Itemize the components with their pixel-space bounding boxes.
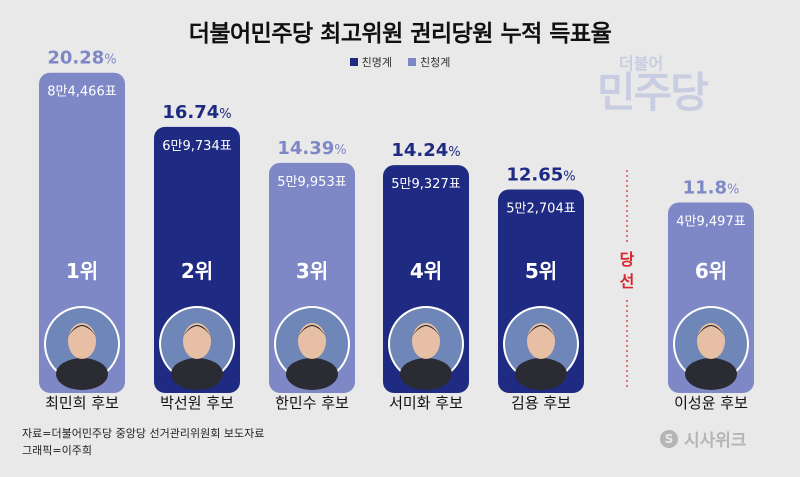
party-logo-watermark: 더불어 민주당 [597, 56, 747, 114]
rank-label: 3위 [296, 259, 328, 283]
legend-swatch-pro-jung [408, 58, 416, 66]
vote-count-label: 5만2,704표 [506, 201, 575, 216]
legend-label-pro-jung: 친청계 [420, 56, 451, 69]
avatar-face [412, 323, 440, 359]
vote-count-label: 4만9,497표 [676, 214, 745, 229]
avatar-hair [411, 325, 441, 338]
candidate-name: 김용 후보 [511, 394, 571, 412]
chart-title: 더불어민주당 최고위원 권리당원 누적 득표율 [188, 21, 612, 47]
avatar-hair [297, 325, 327, 338]
percent-label: 14.39% [277, 138, 346, 159]
avatar-hair [696, 325, 726, 338]
avatar-hair [526, 325, 556, 338]
avatar-shoulders [400, 358, 452, 390]
avatar-face [697, 323, 725, 359]
rank-label: 2위 [181, 259, 213, 283]
avatar-face [527, 323, 555, 359]
avatar-shoulders [56, 358, 108, 390]
avatar-face [68, 323, 96, 359]
brand-logo: S 시사위크 [660, 426, 747, 451]
avatar-hair [67, 325, 97, 338]
legend-item-pro-jung: 친청계 [408, 54, 450, 70]
rank-label: 4위 [410, 259, 442, 283]
rank-label: 5위 [525, 259, 557, 283]
candidate-name: 이성윤 후보 [674, 394, 748, 412]
candidate-name: 박선원 후보 [160, 394, 234, 412]
vote-count-label: 6만9,734표 [162, 139, 231, 154]
avatar-face [183, 323, 211, 359]
vote-count-label: 5만9,953표 [277, 175, 346, 190]
percent-label: 20.28% [47, 48, 116, 69]
cutoff-label-char: 선 [620, 272, 635, 291]
avatar-hair [182, 325, 212, 338]
graphic-credit: 그래픽=이주희 [22, 444, 92, 457]
rank-label: 6위 [695, 259, 727, 283]
vote-count-label: 5만9,327표 [391, 177, 460, 192]
percent-label: 14.24% [391, 140, 460, 161]
candidate-name: 서미화 후보 [389, 394, 463, 412]
source-line: 자료=더불어민주당 중앙당 선거관리위원회 보도자료 [22, 427, 265, 440]
vote-count-label: 8만4,466표 [47, 85, 116, 100]
cutoff-label-char: 당 [620, 250, 635, 269]
legend-label-pro-lee: 친명계 [361, 56, 392, 69]
brand-name: 시사위크 [684, 431, 747, 451]
candidate-name: 한민수 후보 [275, 394, 349, 412]
watermark-large: 민주당 [597, 68, 709, 117]
percent-label: 12.65% [506, 164, 575, 185]
avatar-shoulders [171, 358, 223, 390]
avatar-shoulders [515, 358, 567, 390]
legend-item-pro-lee: 친명계 [349, 54, 392, 70]
avatar-shoulders [685, 358, 737, 390]
legend-swatch-pro-lee [349, 58, 358, 66]
percent-label: 16.74% [162, 102, 231, 123]
source-note: 자료=더불어민주당 중앙당 선거관리위원회 보도자료 그래픽=이주희 [22, 425, 264, 459]
cutoff-label-background [616, 244, 638, 300]
legend: 친명계 친청계 [0, 54, 800, 70]
avatar-shoulders [286, 358, 338, 390]
avatar-face [298, 323, 326, 359]
brand-mark-icon: S [660, 429, 678, 448]
candidate-name: 최민희 후보 [45, 394, 119, 412]
rank-label: 1위 [66, 259, 98, 283]
watermark-small: 더불어 [619, 54, 664, 73]
percent-label: 11.8% [683, 177, 740, 198]
